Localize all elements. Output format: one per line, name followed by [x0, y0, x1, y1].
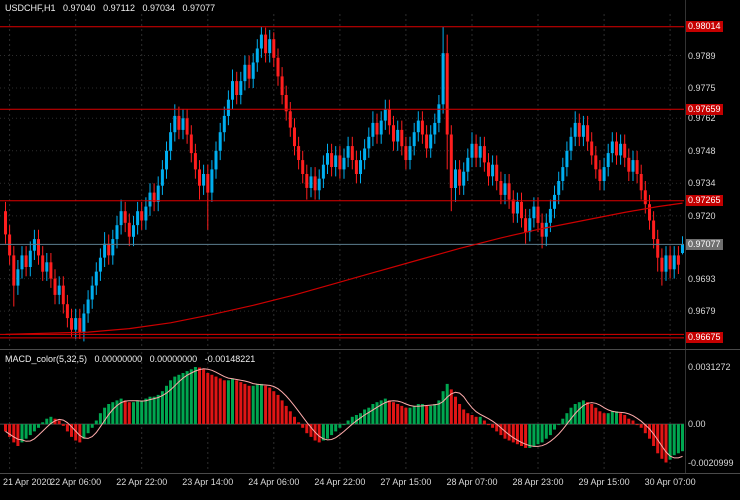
price-tick-label: 0.9693 [688, 273, 716, 284]
time-axis-label: 24 Apr 06:00 [248, 477, 300, 487]
open-value: 0.97040 [63, 3, 96, 13]
price-tick-label: 0.9762 [688, 113, 716, 124]
symbol-timeframe: USDCHF,H1 [5, 3, 56, 13]
price-tick-label: 0.9679 [688, 306, 716, 317]
price-tick-label: 0.9748 [688, 145, 716, 156]
price-tick-label: 0.9775 [688, 83, 716, 94]
macd-canvas[interactable] [0, 350, 740, 473]
macd-value-1: 0.00000000 [94, 354, 143, 364]
axis-separator-line [0, 473, 740, 474]
time-axis-label: 23 Apr 14:00 [182, 477, 234, 487]
low-value: 0.97034 [142, 3, 176, 13]
level-price-label: 0.97659 [686, 103, 723, 115]
macd-axis: 0.0031272 0.00 -0.0020999 [686, 350, 740, 473]
ohlc-header: USDCHF,H1 0.97040 0.97112 0.97034 0.9707… [5, 3, 220, 13]
time-axis-label: 28 Apr 07:00 [446, 477, 498, 487]
level-price-label: 0.96675 [686, 332, 723, 344]
time-axis-label: 22 Apr 06:00 [50, 477, 102, 487]
level-price-label: 0.97265 [686, 195, 723, 207]
time-axis-label: 22 Apr 22:00 [116, 477, 168, 487]
price-tick-label: 0.9734 [688, 178, 716, 189]
price-tick-label: 0.9789 [688, 50, 716, 61]
time-axis[interactable]: 21 Apr 2020 22 Apr 06:00 22 Apr 22:00 23 Ap… [0, 474, 740, 500]
macd-value-2: 0.00000000 [149, 354, 198, 364]
price-chart-canvas[interactable] [0, 0, 740, 350]
time-axis-label: 30 Apr 07:00 [644, 477, 696, 487]
price-axis-separator [685, 0, 686, 473]
macd-zero-label: 0.00 [688, 419, 706, 430]
macd-min-label: -0.0020999 [688, 457, 734, 468]
high-value: 0.97112 [103, 3, 135, 13]
current-price-label: 0.97077 [686, 238, 723, 250]
pane-separator[interactable] [0, 349, 740, 350]
time-axis-label: 28 Apr 23:00 [512, 477, 564, 487]
time-axis-label: 24 Apr 22:00 [314, 477, 366, 487]
level-price-label: 0.98014 [686, 21, 723, 33]
time-axis-label: 21 Apr 2020 [3, 477, 52, 487]
close-value: 0.97077 [182, 3, 216, 13]
time-axis-label: 27 Apr 15:00 [380, 477, 432, 487]
price-tick-label: 0.9720 [688, 210, 716, 221]
price-axis[interactable]: 0.9789 0.9775 0.9762 0.9748 0.9734 0.9720 0.96… [686, 0, 740, 350]
indicator-name: MACD_color(5,32,5) [5, 354, 88, 364]
macd-header: MACD_color(5,32,5) 0.00000000 0.00000000… [5, 354, 260, 364]
time-axis-label: 29 Apr 15:00 [578, 477, 630, 487]
macd-value-3: -0.00148221 [204, 354, 256, 364]
macd-max-label: 0.0031272 [688, 361, 731, 372]
